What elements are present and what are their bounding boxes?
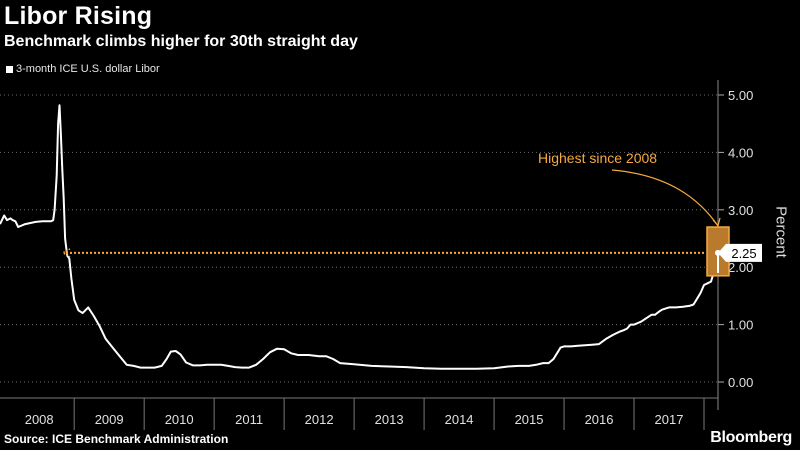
y-axis-label: Percent (772, 206, 790, 258)
chart-subtitle: Benchmark climbs higher for 30th straigh… (4, 33, 358, 50)
x-tick-label: 2014 (445, 412, 474, 427)
x-tick-label: 2013 (375, 412, 404, 427)
libor-series-line (0, 104, 719, 370)
y-tick-label: 4.00 (728, 145, 753, 160)
x-tick-label: 2015 (515, 412, 544, 427)
last-value-badge (718, 243, 762, 262)
y-tick-label: 5.00 (728, 88, 753, 103)
y-tick-label: 1.00 (728, 318, 753, 333)
x-tick-label: 2009 (95, 412, 124, 427)
x-tick-label: 2016 (585, 412, 614, 427)
annotation-text: Highest since 2008 (538, 150, 657, 166)
x-tick-label: 2017 (655, 412, 684, 427)
y-tick-label: 3.00 (728, 203, 753, 218)
x-tick-label: 2011 (235, 412, 263, 427)
annotation-layer: Highest since 2008 2.25 (61, 150, 762, 277)
y-tick-label: 0.00 (728, 375, 753, 390)
legend-swatch (6, 65, 13, 73)
annotation-connector (611, 169, 719, 227)
x-tick-label: 2010 (165, 412, 194, 427)
legend-label: 3-month ICE U.S. dollar Libor (16, 63, 160, 75)
legend: 3-month ICE U.S. dollar Libor (6, 63, 160, 75)
y-axis: 0.00 1.00 2.00 3.00 4.00 5.00 (717, 80, 753, 410)
grid-lines (0, 94, 718, 383)
series-layer (0, 104, 719, 370)
arrow-left-icon (61, 248, 71, 258)
x-axis: 2008 2009 2010 2011 2012 2013 2014 2015 2016 2017 (0, 397, 718, 430)
y-tick-label: 2.00 (728, 260, 753, 275)
x-tick-label: 2008 (25, 412, 54, 427)
chart-title: Libor Rising (4, 2, 153, 30)
last-value-label: 2.25 (731, 246, 756, 261)
annotation-arrowhead (712, 217, 721, 228)
x-tick-label: 2012 (305, 412, 334, 427)
bloomberg-logo: Bloomberg (710, 429, 792, 446)
source-note: Source: ICE Benchmark Administration (4, 432, 229, 446)
